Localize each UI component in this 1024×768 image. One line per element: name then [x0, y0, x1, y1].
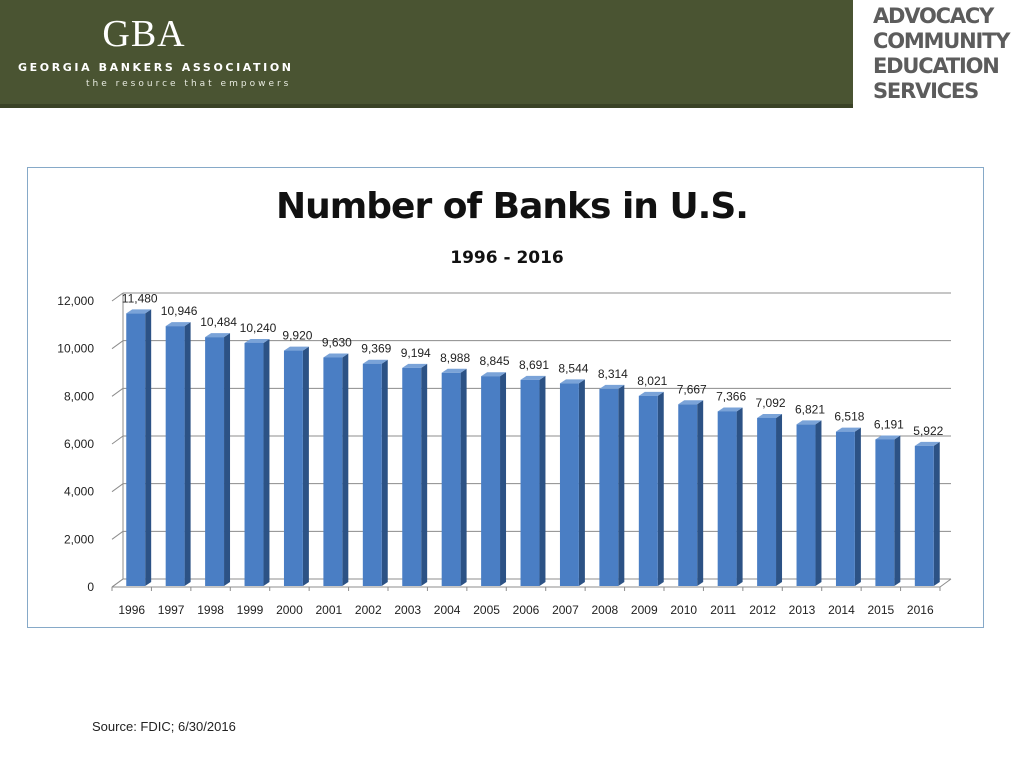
y-tick-label: 10,000 — [57, 342, 94, 356]
data-label: 6,821 — [795, 402, 825, 416]
x-tick-label: 2010 — [670, 603, 697, 617]
x-tick-label: 2014 — [828, 603, 855, 617]
y-tick-label: 8,000 — [64, 389, 94, 403]
bar — [678, 400, 704, 586]
bar — [165, 322, 191, 586]
x-tick-label: 1997 — [158, 603, 185, 617]
bar — [205, 333, 231, 586]
gridline-depth — [111, 292, 124, 302]
y-tick-label: 12,000 — [57, 294, 94, 308]
gridline-depth — [111, 387, 124, 397]
data-label: 5,922 — [913, 424, 943, 438]
services-education: EDUCATION — [873, 54, 1000, 78]
data-label: 9,194 — [401, 346, 431, 360]
chart-title: Number of Banks in U.S. — [276, 186, 749, 227]
data-label: 8,314 — [598, 367, 628, 381]
bar — [914, 441, 940, 586]
x-tick-label: 2011 — [710, 603, 736, 617]
bar — [244, 338, 270, 586]
bar — [835, 427, 861, 586]
association-tagline: the resource that empowers — [86, 79, 292, 89]
x-tick-label: 2015 — [868, 603, 895, 617]
x-tick-label: 2003 — [394, 603, 421, 617]
data-label: 9,920 — [282, 329, 312, 343]
x-tick-label: 2004 — [434, 603, 461, 617]
bar — [323, 353, 349, 586]
data-label: 6,191 — [874, 417, 904, 431]
gridline-depth — [111, 578, 124, 588]
x-tick-label: 1999 — [237, 603, 264, 617]
data-label: 7,667 — [677, 382, 707, 396]
y-tick-label: 4,000 — [64, 485, 94, 499]
x-tick-label: 2016 — [907, 603, 934, 617]
x-tick-label: 2008 — [592, 603, 619, 617]
gridline-depth — [111, 530, 124, 540]
x-tick-label: 2006 — [513, 603, 540, 617]
bar — [402, 363, 428, 586]
data-label: 10,946 — [161, 304, 198, 318]
data-label: 7,366 — [716, 389, 746, 403]
data-label: 9,630 — [322, 335, 352, 349]
x-tick-label: 2000 — [276, 603, 303, 617]
x-tick-label: 2002 — [355, 603, 382, 617]
gba-logo-mark: GBA — [102, 13, 186, 55]
bar — [796, 420, 822, 586]
bar — [875, 435, 901, 586]
gridline-depth — [111, 435, 124, 445]
data-label: 7,092 — [756, 396, 786, 410]
bar — [126, 309, 152, 586]
services-services: SERVICES — [873, 79, 979, 103]
floor-right-edge — [939, 578, 952, 588]
association-name: GEORGIA BANKERS ASSOCIATION — [18, 61, 294, 74]
gridline-depth — [111, 483, 124, 493]
data-label: 11,480 — [122, 291, 158, 305]
data-label: 8,845 — [480, 354, 510, 368]
x-tick-label: 1996 — [118, 603, 145, 617]
y-tick-label: 6,000 — [64, 437, 94, 451]
source-note: Source: FDIC; 6/30/2016 — [92, 719, 236, 734]
bar — [599, 384, 625, 586]
y-tick-label: 2,000 — [64, 532, 94, 546]
bar — [441, 368, 467, 586]
x-tick-label: 1998 — [197, 603, 224, 617]
y-tick-label: 0 — [87, 580, 94, 594]
bar — [283, 346, 309, 586]
data-label: 9,369 — [361, 342, 391, 356]
bar — [638, 391, 664, 586]
bar — [559, 379, 585, 586]
x-tick-label: 2005 — [473, 603, 500, 617]
x-tick-label: 2001 — [316, 603, 343, 617]
chart-subtitle: 1996 - 2016 — [450, 248, 564, 268]
data-label: 6,518 — [834, 410, 864, 424]
x-tick-label: 2013 — [789, 603, 816, 617]
bar — [717, 407, 743, 586]
services-community: COMMUNITY — [873, 29, 1010, 53]
bar — [362, 359, 388, 586]
bar — [520, 375, 546, 586]
data-label: 8,544 — [558, 361, 588, 375]
x-tick-label: 2007 — [552, 603, 579, 617]
x-tick-label: 2012 — [749, 603, 776, 617]
data-label: 8,988 — [440, 351, 470, 365]
bar — [481, 372, 507, 586]
data-label: 10,240 — [240, 321, 277, 335]
header-banner: GBA GEORGIA BANKERS ASSOCIATION the reso… — [0, 0, 853, 108]
gridline-depth — [111, 340, 124, 350]
services-advocacy: ADVOCACY — [873, 4, 994, 28]
data-label: 8,691 — [519, 358, 549, 372]
bar — [757, 413, 783, 586]
data-label: 10,484 — [200, 315, 237, 329]
data-label: 8,021 — [637, 374, 667, 388]
x-tick-label: 2009 — [631, 603, 658, 617]
services-list: ADVOCACY COMMUNITY EDUCATION SERVICES — [873, 4, 1010, 104]
